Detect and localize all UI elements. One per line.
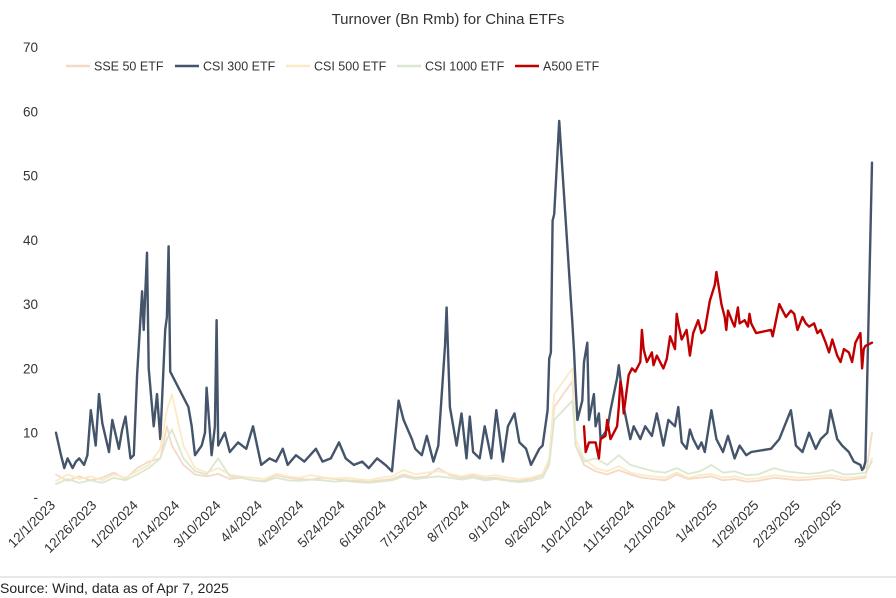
x-axis-labels: 12/1/202312/26/20231/20/20242/14/20243/1… — [5, 497, 844, 556]
series-line-csi-300-etf — [54, 119, 874, 473]
legend-label: CSI 500 ETF — [314, 60, 387, 74]
series-line-a500-etf — [582, 270, 874, 460]
y-tick-label: 70 — [23, 40, 38, 55]
legend-label: CSI 1000 ETF — [425, 60, 505, 74]
legend-label: SSE 50 ETF — [94, 60, 164, 74]
source-note: Source: Wind, data as of Apr 7, 2025 — [0, 580, 229, 596]
series-line-sse-50-etf — [55, 380, 873, 483]
chart-title: Turnover (Bn Rmb) for China ETFs — [332, 11, 565, 28]
y-tick-label: 20 — [23, 361, 38, 376]
series-layer — [54, 119, 874, 485]
y-tick-label: 50 — [23, 169, 38, 184]
y-tick-label: 60 — [23, 104, 38, 119]
y-tick-label: - — [34, 490, 39, 505]
chart: Turnover (Bn Rmb) for China ETFs - 10 20 30… — [0, 11, 896, 578]
x-tick-label: 8/7/2024 — [424, 497, 472, 545]
y-tick-label: 40 — [23, 233, 38, 248]
legend: SSE 50 ETF CSI 300 ETF CSI 500 ETF CSI 1000… — [66, 60, 600, 74]
legend-label: CSI 300 ETF — [203, 60, 276, 74]
series-line-csi-500-etf — [55, 367, 873, 482]
y-axis-labels: - 10 20 30 40 50 60 70 — [23, 40, 38, 505]
y-tick-label: 30 — [23, 297, 38, 312]
series-line-csi-1000-etf — [55, 399, 873, 485]
legend-label: A500 ETF — [543, 60, 600, 74]
y-tick-label: 10 — [23, 426, 38, 441]
